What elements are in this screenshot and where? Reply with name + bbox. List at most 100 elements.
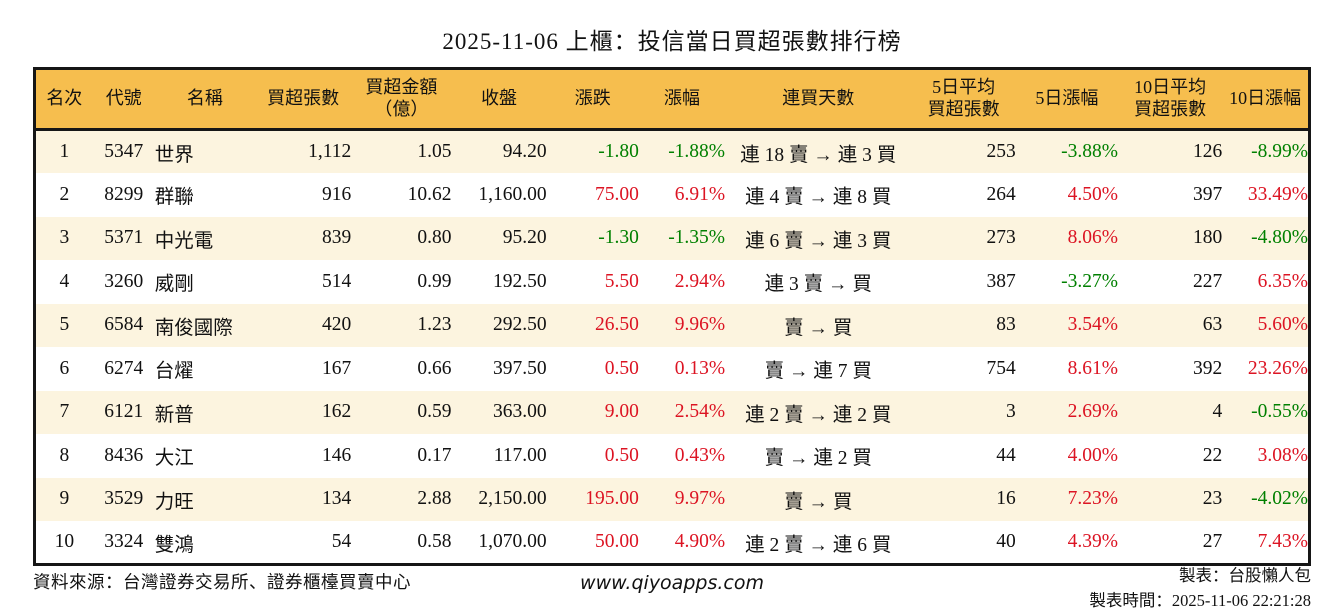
avg10-cell: 27 [1202, 531, 1223, 552]
rank-cell: 8 [59, 444, 70, 466]
table-row: 9 3529 力旺 134 2.88 2,150.00 195.00 9.97% 賣 → 買 16… [34, 477, 1310, 521]
net-buy-cell: 54 [331, 531, 352, 552]
table-row: 2 8299 群聯 916 10.62 1,160.00 75.00 6.91% 連 4 賣 →… [34, 173, 1310, 217]
maker-label: 製表：台股懶人包 [1179, 566, 1311, 585]
pct10-cell: 7.43% [1257, 531, 1308, 552]
rank-cell: 4 [59, 270, 70, 292]
change-pct-cell: 2.94% [674, 270, 726, 292]
pct5-cell: 2.69% [1067, 401, 1118, 423]
code-cell: 3260 [104, 270, 144, 292]
pct10-cell: -8.99% [1251, 141, 1308, 162]
net-buy-cell: 146 [321, 444, 352, 466]
avg5-cell: 16 [996, 488, 1016, 510]
close-cell: 192.50 [493, 270, 547, 292]
rank-cell: 2 [59, 183, 70, 205]
table-row: 4 3260 威剛 514 0.99 192.50 5.50 2.94% 連 3 賣 → 買 38… [34, 260, 1310, 304]
amount-cell: 1.23 [417, 314, 452, 336]
pct5-cell: 4.00% [1067, 444, 1118, 466]
stock-name-cell: 雙鴻 [154, 534, 194, 556]
avg10-cell: 227 [1192, 270, 1223, 292]
code-cell: 3529 [104, 488, 144, 510]
footer: 資料來源：台灣證券交易所、證券櫃檯買賣中心 www.qiyoapps.com 製… [33, 563, 1311, 612]
col-header-streak: 連買天數 [725, 68, 912, 131]
streak-cell: 連 6 賣 → 連 3 買 [745, 230, 892, 252]
change-cell: 195.00 [585, 488, 639, 510]
ranking-table: 名次 代號 名稱 買超張數 買超金額 （億） 收盤 漲跌 漲幅 連買天數 5日平… [33, 67, 1311, 566]
change-cell: -1.80 [598, 141, 639, 162]
change-pct-cell: -1.88% [668, 141, 726, 162]
pct10-cell: 6.35% [1257, 270, 1308, 292]
website-url: www.qiyoapps.com [580, 572, 764, 594]
change-cell: 0.50 [604, 357, 639, 379]
streak-cell: 連 3 賣 → 買 [764, 274, 872, 296]
table-header: 名次 代號 名稱 買超張數 買超金額 （億） 收盤 漲跌 漲幅 連買天數 5日平… [34, 68, 1310, 131]
avg5-cell: 253 [986, 141, 1016, 162]
amount-cell: 1.05 [417, 141, 452, 162]
pct5-cell: 4.39% [1067, 531, 1118, 552]
stock-name-cell: 中光電 [154, 230, 214, 252]
stock-name-cell: 新普 [154, 404, 194, 426]
change-cell: -1.30 [598, 227, 639, 249]
close-cell: 397.50 [493, 357, 547, 379]
net-buy-cell: 134 [321, 488, 352, 510]
change-pct-cell: 2.54% [674, 401, 726, 423]
rank-cell: 7 [59, 401, 70, 423]
amount-cell: 2.88 [417, 488, 452, 510]
change-pct-cell: -1.35% [668, 227, 726, 249]
avg10-cell: 392 [1192, 357, 1223, 379]
close-cell: 1,160.00 [478, 183, 547, 205]
avg5-cell: 264 [986, 183, 1016, 205]
net-buy-cell: 167 [321, 357, 352, 379]
code-cell: 8299 [104, 183, 144, 205]
close-cell: 1,070.00 [478, 531, 547, 552]
page-title: 2025-11-06 上櫃：投信當日買超張數排行榜 [442, 29, 902, 54]
rank-cell: 6 [59, 357, 70, 379]
avg10-cell: 63 [1202, 314, 1223, 336]
streak-cell: 賣 → 連 7 買 [764, 361, 872, 383]
table-row: 7 6121 新普 162 0.59 363.00 9.00 2.54% 連 2 賣 → 連 2… [34, 390, 1310, 434]
net-buy-cell: 1,112 [308, 141, 352, 162]
avg5-cell: 44 [996, 444, 1016, 466]
pct10-cell: -4.80% [1251, 227, 1308, 249]
stock-name-cell: 世界 [154, 144, 194, 166]
change-pct-cell: 0.43% [674, 444, 726, 466]
col-header-net-buy: 買超張數 [255, 68, 352, 131]
stock-name-cell: 威剛 [154, 274, 194, 296]
col-header-pct5: 5日漲幅 [1015, 68, 1118, 131]
change-cell: 50.00 [595, 531, 639, 552]
change-pct-cell: 9.97% [674, 488, 726, 510]
col-header-name: 名稱 [154, 68, 255, 131]
pct5-cell: 3.54% [1067, 314, 1118, 336]
amount-cell: 0.58 [417, 531, 452, 552]
close-cell: 95.20 [502, 227, 547, 249]
amount-cell: 0.66 [417, 357, 452, 379]
avg10-cell: 4 [1212, 401, 1223, 423]
avg10-cell: 22 [1202, 444, 1223, 466]
pct10-cell: 5.60% [1257, 314, 1308, 336]
rank-cell: 10 [54, 531, 75, 552]
table-header-row: 名次 代號 名稱 買超張數 買超金額 （億） 收盤 漲跌 漲幅 連買天數 5日平… [34, 68, 1310, 131]
close-cell: 363.00 [493, 401, 547, 423]
close-cell: 2,150.00 [478, 488, 547, 510]
col-header-close: 收盤 [451, 68, 547, 131]
streak-cell: 連 4 賣 → 連 8 買 [745, 187, 892, 209]
change-cell: 26.50 [595, 314, 639, 336]
net-buy-cell: 514 [321, 270, 352, 292]
pct5-cell: -3.88% [1061, 141, 1118, 162]
avg10-cell: 23 [1202, 488, 1223, 510]
stock-name-cell: 群聯 [154, 187, 194, 209]
net-buy-cell: 916 [321, 183, 352, 205]
change-pct-cell: 4.90% [674, 531, 726, 552]
close-cell: 292.50 [493, 314, 547, 336]
amount-cell: 0.59 [417, 401, 452, 423]
pct5-cell: 8.06% [1067, 227, 1118, 249]
stock-name-cell: 台燿 [154, 361, 194, 383]
avg10-cell: 180 [1192, 227, 1223, 249]
stock-name-cell: 南俊國際 [154, 317, 233, 339]
avg10-cell: 126 [1192, 141, 1223, 162]
change-cell: 5.50 [604, 270, 639, 292]
streak-cell: 賣 → 買 [784, 317, 853, 339]
pct5-cell: -3.27% [1061, 270, 1118, 292]
net-buy-cell: 162 [321, 401, 352, 423]
